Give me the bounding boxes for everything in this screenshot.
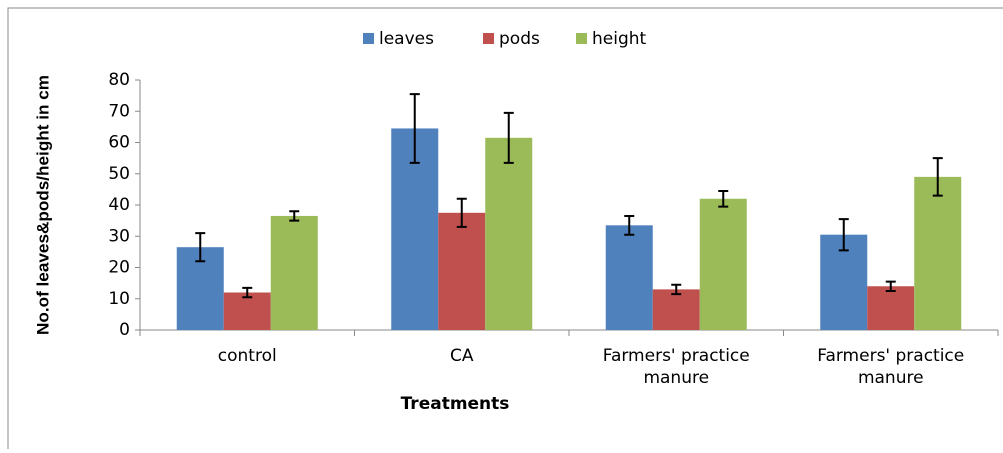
y-tick-label: 20	[108, 258, 130, 278]
x-tick-label: Farmers' practice manure	[817, 346, 964, 388]
legend-swatch	[363, 33, 374, 44]
y-tick-label: 60	[108, 133, 130, 153]
bar	[223, 292, 271, 330]
y-axis-title: No.of leaves&pods/height in cm	[33, 75, 52, 335]
error-bar	[242, 286, 253, 299]
error-bar	[289, 210, 300, 222]
y-tick-label: 10	[108, 289, 130, 309]
error-bar	[624, 214, 635, 236]
bar	[270, 215, 318, 330]
bar	[914, 176, 962, 330]
bar	[605, 225, 653, 330]
y-tick-label: 50	[108, 164, 130, 184]
chart-frame	[7, 7, 1003, 453]
legend-label: pods	[499, 29, 540, 49]
error-bar	[671, 283, 682, 296]
bar	[438, 212, 486, 330]
x-tick-label: CA	[450, 346, 474, 366]
x-tick-label: control	[218, 346, 277, 366]
y-tick-label: 40	[108, 195, 130, 215]
bar	[867, 286, 915, 330]
y-tick-label: 30	[108, 226, 130, 246]
legend-swatch	[483, 33, 494, 44]
legend-label: height	[592, 29, 647, 49]
bar	[652, 289, 700, 330]
x-tick-label: Farmers' practice manure	[603, 346, 750, 388]
error-bar	[838, 218, 849, 252]
bar	[485, 137, 533, 330]
y-tick-label: 70	[108, 101, 130, 121]
bar	[699, 198, 747, 330]
error-bar	[885, 280, 896, 292]
error-bar	[456, 197, 467, 228]
error-bar	[503, 111, 514, 164]
legend-swatch	[576, 33, 587, 44]
error-bar	[409, 93, 420, 164]
x-axis-title: Treatments	[401, 394, 510, 414]
y-tick-label: 80	[108, 70, 130, 90]
error-bar	[932, 157, 943, 197]
error-bar	[718, 189, 729, 208]
error-bar	[195, 232, 206, 263]
y-tick-label: 0	[119, 320, 130, 340]
legend-label: leaves	[379, 29, 434, 49]
